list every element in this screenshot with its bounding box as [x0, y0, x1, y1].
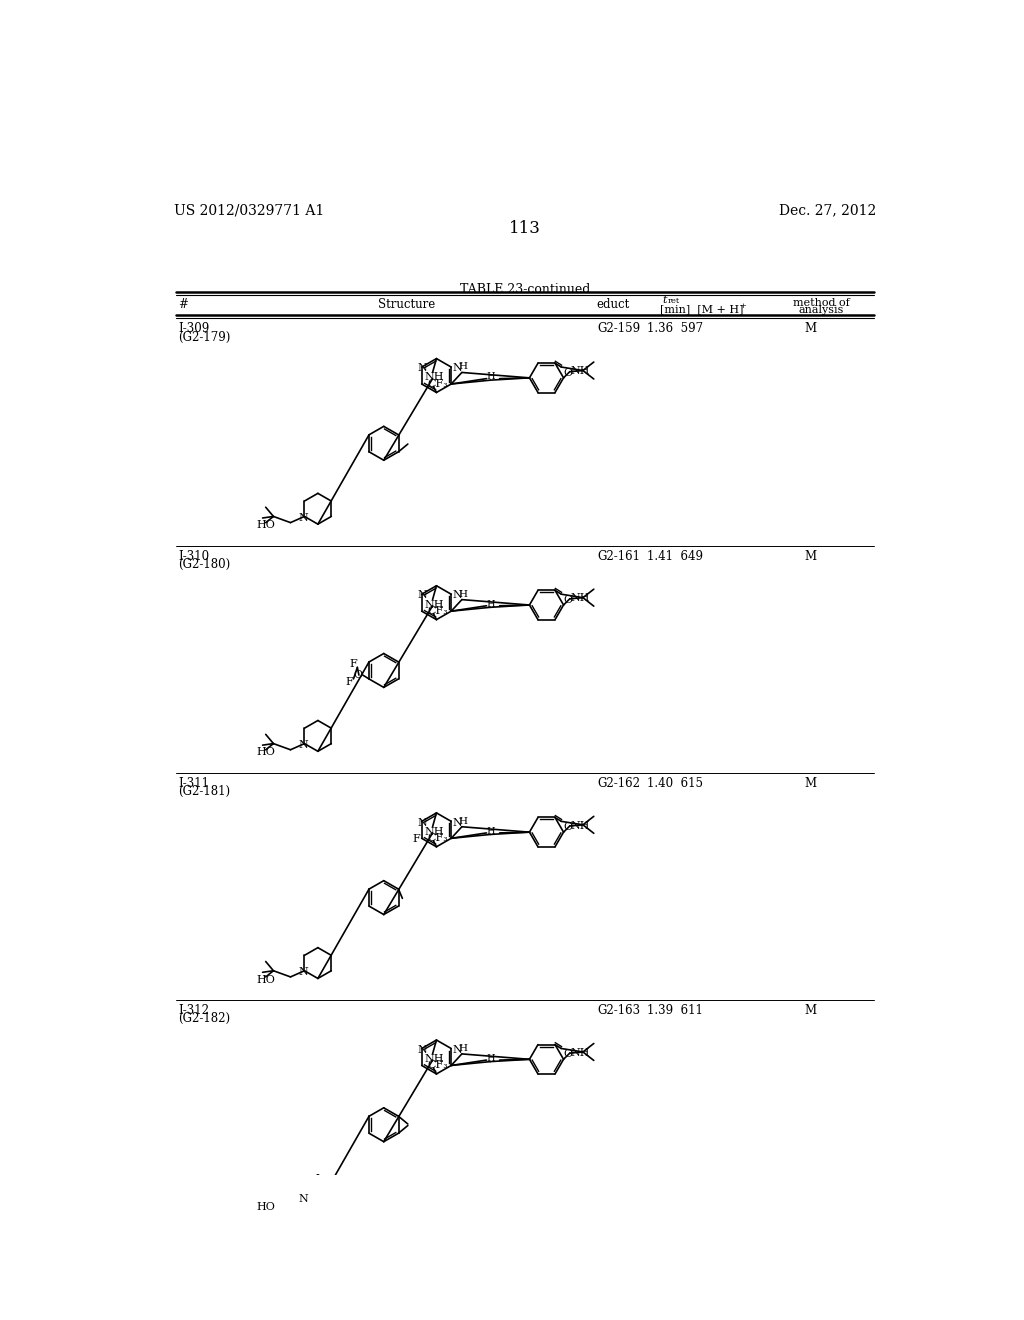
Text: N: N — [417, 590, 427, 601]
Text: O: O — [563, 822, 572, 832]
Text: HO: HO — [256, 1201, 275, 1212]
Text: ret: ret — [669, 297, 680, 305]
Text: CF₃: CF₃ — [427, 379, 447, 388]
Text: [min]  [M + H]: [min] [M + H] — [659, 304, 743, 314]
Text: NH: NH — [570, 367, 590, 376]
Text: O: O — [563, 595, 572, 605]
Text: NH: NH — [570, 594, 590, 603]
Text: CF₃: CF₃ — [427, 1060, 447, 1071]
Text: CF₃: CF₃ — [427, 606, 447, 615]
Text: M: M — [804, 322, 816, 335]
Text: 1.41  649: 1.41 649 — [647, 549, 703, 562]
Text: (G2-182): (G2-182) — [178, 1012, 230, 1026]
Text: M: M — [804, 776, 816, 789]
Text: I-312: I-312 — [178, 1003, 209, 1016]
Text: O: O — [563, 1049, 572, 1059]
Text: N: N — [452, 1044, 462, 1055]
Text: H: H — [459, 1044, 468, 1053]
Text: N: N — [452, 363, 462, 374]
Text: t: t — [663, 296, 668, 305]
Text: 1.36  597: 1.36 597 — [647, 322, 703, 335]
Text: method of: method of — [794, 298, 850, 308]
Text: NH: NH — [570, 1048, 590, 1057]
Text: N: N — [298, 1195, 308, 1204]
Text: HO: HO — [256, 747, 275, 758]
Text: 1.39  611: 1.39 611 — [647, 1003, 703, 1016]
Text: I-309: I-309 — [178, 322, 210, 335]
Text: O: O — [563, 368, 572, 378]
Text: NH: NH — [425, 1053, 444, 1064]
Text: G2-163: G2-163 — [597, 1003, 640, 1016]
Text: F: F — [346, 677, 353, 686]
Text: M: M — [804, 1003, 816, 1016]
Text: G2-161: G2-161 — [597, 549, 640, 562]
Text: O: O — [353, 671, 362, 680]
Text: N: N — [298, 739, 308, 750]
Text: H: H — [486, 1053, 495, 1063]
Text: H: H — [486, 372, 495, 381]
Text: (G2-181): (G2-181) — [178, 785, 230, 799]
Text: N: N — [452, 817, 462, 828]
Text: +: + — [739, 302, 746, 310]
Text: HO: HO — [256, 520, 275, 531]
Text: H: H — [459, 363, 468, 371]
Text: N: N — [298, 512, 308, 523]
Text: I-310: I-310 — [178, 549, 210, 562]
Text: F: F — [349, 659, 357, 669]
Text: NH: NH — [425, 599, 444, 610]
Text: US 2012/0329771 A1: US 2012/0329771 A1 — [174, 203, 325, 216]
Text: I-311: I-311 — [178, 776, 209, 789]
Text: N: N — [417, 1044, 427, 1055]
Text: M: M — [804, 549, 816, 562]
Text: H: H — [459, 817, 468, 826]
Text: F: F — [413, 834, 420, 845]
Text: #: # — [178, 298, 188, 310]
Text: G2-162: G2-162 — [597, 776, 640, 789]
Text: NH: NH — [425, 372, 444, 383]
Text: 1.40  615: 1.40 615 — [647, 776, 703, 789]
Text: N: N — [452, 590, 462, 601]
Text: Structure: Structure — [379, 298, 435, 310]
Text: NH: NH — [570, 821, 590, 830]
Text: N: N — [298, 966, 308, 977]
Text: CF₃: CF₃ — [427, 833, 447, 843]
Text: H: H — [486, 599, 495, 609]
Text: Dec. 27, 2012: Dec. 27, 2012 — [779, 203, 877, 216]
Text: H: H — [459, 590, 468, 598]
Text: (G2-180): (G2-180) — [178, 558, 230, 572]
Text: NH: NH — [425, 826, 444, 837]
Text: N: N — [417, 363, 427, 374]
Text: TABLE 23-continued: TABLE 23-continued — [460, 284, 590, 296]
Text: H: H — [486, 826, 495, 836]
Text: N: N — [417, 817, 427, 828]
Text: 113: 113 — [509, 220, 541, 238]
Text: HO: HO — [256, 974, 275, 985]
Text: analysis: analysis — [799, 305, 845, 315]
Text: educt: educt — [597, 298, 630, 310]
Text: G2-159: G2-159 — [597, 322, 640, 335]
Text: (G2-179): (G2-179) — [178, 331, 230, 345]
